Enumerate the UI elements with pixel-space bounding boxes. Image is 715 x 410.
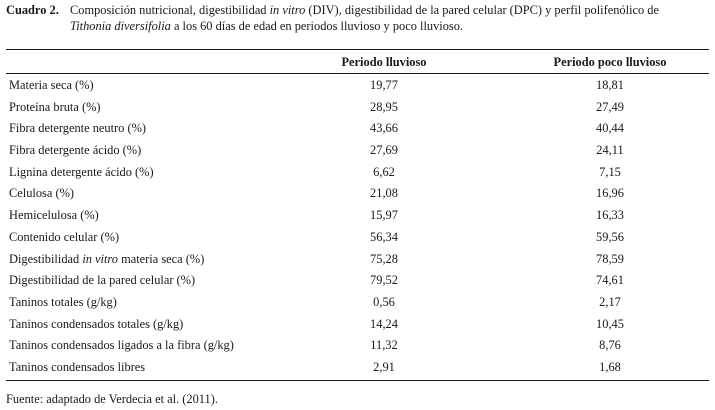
- value-rainy: 28,95: [370, 99, 398, 114]
- table-header: Periodo lluvioso Periodo poco lluvioso: [6, 54, 709, 72]
- table-row: Proteína bruta (%) 28,95 27,49: [6, 96, 709, 118]
- header-less-rainy: Periodo poco lluvioso: [553, 55, 667, 69]
- row-label: Taninos condensados libres: [9, 359, 146, 374]
- table-row: Taninos condensados totales (g/kg) 14,24 1…: [6, 313, 709, 335]
- table-row: Taninos condensados libres 2,91 1,68: [6, 356, 709, 378]
- bottom-rule: [6, 380, 709, 381]
- caption-label: Cuadro 2.: [6, 3, 59, 17]
- value-rainy: 27,69: [370, 143, 398, 158]
- footnote: Fuente: adaptado de Verdecia et al. (201…: [6, 392, 218, 406]
- row-label: Fibra detergente neutro (%): [9, 121, 147, 136]
- row-label: Fibra detergente ácido (%): [9, 143, 142, 158]
- row-label: Hemicelulosa (%): [9, 208, 99, 223]
- value-less-rainy: 27,49: [596, 99, 624, 114]
- value-less-rainy: 40,44: [596, 121, 624, 136]
- table-row: Materia seca (%) 19,77 18,81: [6, 74, 709, 96]
- row-label-italic: in vitro: [82, 251, 118, 266]
- value-less-rainy: 10,45: [596, 316, 624, 331]
- table-row: Taninos totales (g/kg) 0,56 2,17: [6, 291, 709, 313]
- value-rainy: 21,08: [370, 186, 398, 201]
- row-label: Taninos condensados totales (g/kg): [9, 316, 184, 331]
- value-rainy: 15,97: [370, 208, 398, 223]
- row-label: Celulosa (%): [9, 186, 75, 201]
- value-rainy: 75,28: [370, 251, 398, 266]
- value-rainy: 6,62: [373, 164, 395, 179]
- row-label: Contenido celular (%): [9, 229, 120, 244]
- row-label: Lignina detergente ácido (%): [9, 164, 154, 179]
- value-less-rainy: 18,81: [596, 78, 624, 92]
- value-rainy: 43,66: [370, 121, 398, 136]
- row-label: Taninos condensados ligados a la fibra (…: [9, 338, 234, 353]
- row-label: Digestibilidad in vitro materia seca (%): [9, 252, 204, 267]
- row-label-part: Digestibilidad: [9, 251, 83, 266]
- table-row: Fibra detergente ácido (%) 27,69 24,11: [6, 139, 709, 161]
- table-row: Contenido celular (%) 56,34 59,56: [6, 226, 709, 248]
- row-label: Materia seca (%): [9, 78, 94, 92]
- value-less-rainy: 16,96: [596, 186, 624, 201]
- value-less-rainy: 24,11: [596, 143, 624, 158]
- value-less-rainy: 59,56: [596, 229, 624, 244]
- table-row: Digestibilidad de la pared celular (%) 79…: [6, 269, 709, 291]
- value-less-rainy: 74,61: [596, 273, 624, 288]
- value-rainy: 19,77: [370, 78, 398, 92]
- caption-text-e: a los 60 días de edad en periodos lluvio…: [170, 18, 464, 33]
- table-body: Materia seca (%) 19,77 18,81 Proteína bruta…: [6, 74, 709, 378]
- row-label: Taninos totales (g/kg): [9, 294, 117, 309]
- value-less-rainy: 7,15: [599, 164, 621, 179]
- value-less-rainy: 16,33: [596, 208, 624, 223]
- caption-species: Tithonia diversifolia: [70, 18, 171, 33]
- value-rainy: 0,56: [373, 294, 395, 309]
- header-rule: [6, 73, 709, 74]
- value-rainy: 56,34: [370, 229, 398, 244]
- header-rainy: Periodo lluvioso: [341, 55, 427, 69]
- top-rule: [6, 49, 709, 50]
- value-rainy: 14,24: [370, 316, 398, 331]
- value-rainy: 11,32: [370, 338, 398, 353]
- caption-text-a: Composición nutricional, digestibilidad: [70, 3, 270, 17]
- value-rainy: 79,52: [370, 273, 398, 288]
- value-less-rainy: 1,68: [599, 359, 621, 374]
- table-row: Taninos condensados ligados a la fibra (…: [6, 334, 709, 356]
- row-label: Digestibilidad de la pared celular (%): [9, 273, 196, 288]
- caption-text-c: (DIV), digestibilidad de la pared celula…: [305, 3, 660, 17]
- table-row: Fibra detergente neutro (%) 43,66 40,44: [6, 117, 709, 139]
- row-label: Proteína bruta (%): [9, 99, 101, 114]
- caption-text-b: in vitro: [269, 3, 306, 17]
- table-row: Hemicelulosa (%) 15,97 16,33: [6, 204, 709, 226]
- value-less-rainy: 8,76: [599, 338, 621, 353]
- table-row: Celulosa (%) 21,08 16,96: [6, 182, 709, 204]
- value-less-rainy: 78,59: [596, 251, 624, 266]
- table-row: Lignina detergente ácido (%) 6,62 7,15: [6, 161, 709, 183]
- table-caption: Cuadro 2. Composición nutricional, digest…: [6, 3, 710, 34]
- value-rainy: 2,91: [373, 359, 395, 374]
- table-row: Digestibilidad in vitro materia seca (%)…: [6, 248, 709, 270]
- row-label-part: materia seca (%): [118, 251, 205, 266]
- value-less-rainy: 2,17: [599, 294, 621, 309]
